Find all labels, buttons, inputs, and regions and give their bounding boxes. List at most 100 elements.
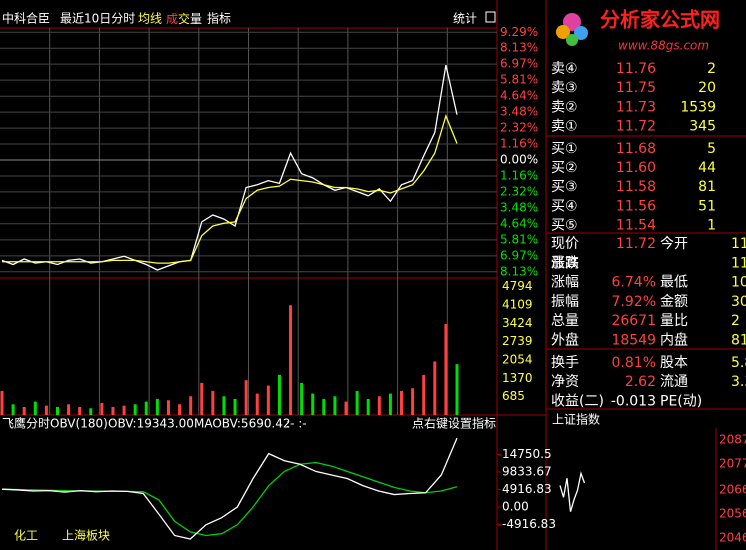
y-tick-label: 2066 bbox=[719, 483, 746, 497]
volume-bar bbox=[55, 406, 59, 415]
stat-label: 收益(二) bbox=[551, 393, 604, 409]
y-tick-label: 9833.67 bbox=[502, 464, 552, 478]
index-line bbox=[559, 471, 586, 512]
volume-bar bbox=[344, 401, 348, 415]
stat-value: 18549 bbox=[611, 333, 656, 349]
book-volume: 345 bbox=[689, 119, 716, 135]
volume-bar bbox=[355, 390, 359, 415]
y-tick-label: 3.48% bbox=[500, 200, 538, 214]
y-tick-label: 2054 bbox=[502, 353, 533, 367]
stat-label: 内盘 bbox=[660, 332, 688, 349]
volume-bar bbox=[411, 388, 415, 415]
volume-bar bbox=[89, 408, 93, 415]
book-price: 11.56 bbox=[616, 198, 656, 214]
indicator-button[interactable]: 指标 bbox=[207, 11, 231, 26]
avg-toggle[interactable]: 均线 bbox=[138, 12, 162, 26]
book-price: 11.68 bbox=[616, 141, 656, 157]
stat-value: 0.81% bbox=[612, 355, 656, 371]
volume-bar bbox=[377, 396, 381, 415]
y-tick-label: 3.48% bbox=[500, 105, 538, 119]
stat-value: 11.72 bbox=[616, 236, 656, 252]
volume-bar bbox=[189, 396, 193, 415]
volume-bar bbox=[211, 390, 215, 415]
volume-bar bbox=[322, 398, 326, 415]
stat-value: 3.3 bbox=[731, 374, 746, 390]
y-tick-label: 4109 bbox=[502, 298, 533, 312]
volume-bar bbox=[11, 404, 15, 415]
indicator-hint[interactable]: 点右键设置指标 bbox=[412, 416, 496, 431]
y-tick-label: 2077 bbox=[719, 456, 746, 470]
volume-bar bbox=[44, 405, 48, 415]
y-tick-label: 8.13% bbox=[500, 264, 538, 278]
book-volume: 2 bbox=[707, 61, 716, 77]
book-label: 卖③ bbox=[551, 80, 578, 96]
logo-url: www.88gs.com bbox=[618, 39, 709, 53]
window-icon[interactable] bbox=[485, 11, 496, 23]
volume-bar bbox=[233, 398, 237, 415]
stat-label: 外盘 bbox=[551, 332, 579, 349]
stat-value: 6.74% bbox=[612, 275, 656, 291]
stat-value: 11 bbox=[731, 255, 746, 271]
stat-value: 11 bbox=[731, 236, 746, 252]
y-tick-label: 4794 bbox=[502, 279, 533, 293]
volume-bar bbox=[222, 396, 226, 415]
volume-bar bbox=[100, 402, 104, 415]
y-tick-label: 2087 bbox=[719, 432, 746, 446]
volume-bar bbox=[200, 382, 204, 415]
stat-value: 81 bbox=[731, 333, 746, 349]
y-tick-label: 5.81% bbox=[500, 232, 538, 246]
book-label: 买④ bbox=[551, 198, 578, 214]
stats-button[interactable]: 统计 bbox=[453, 12, 477, 26]
book-price: 11.54 bbox=[616, 218, 656, 234]
book-volume: 1539 bbox=[680, 99, 716, 115]
vol-toggle[interactable]: 成交量 bbox=[166, 11, 202, 26]
y-tick-label: 4.64% bbox=[500, 89, 538, 103]
volume-bar bbox=[111, 406, 115, 415]
maobv-label: MAOBV:5690.42 bbox=[194, 417, 291, 431]
indicator-name: 飞鹰分时OBV(180) bbox=[2, 416, 108, 431]
volume-bar bbox=[78, 406, 82, 415]
stat-label: 最高 bbox=[551, 254, 579, 271]
volume-bar bbox=[277, 374, 281, 415]
volume-bar bbox=[366, 398, 370, 415]
book-price: 11.76 bbox=[616, 61, 656, 77]
y-tick-label: 0.00 bbox=[502, 500, 529, 514]
y-tick-label: 14750.5 bbox=[502, 447, 552, 461]
stat-label: 总量 bbox=[551, 313, 579, 329]
volume-bar bbox=[311, 393, 315, 415]
avg-line bbox=[2, 114, 458, 264]
period: 最近10日分时 bbox=[60, 12, 135, 26]
y-tick-label: 2.32% bbox=[500, 184, 538, 198]
volume-bar bbox=[333, 396, 337, 415]
y-tick-label: 4.64% bbox=[500, 216, 538, 230]
stat-label: 振幅 bbox=[551, 294, 579, 310]
book-volume: 51 bbox=[698, 198, 716, 214]
volume-bar bbox=[266, 385, 270, 415]
volume-bar bbox=[444, 324, 448, 415]
book-price: 11.72 bbox=[616, 119, 656, 135]
y-tick-label: 6.97% bbox=[500, 57, 538, 71]
book-label: 买② bbox=[551, 160, 578, 176]
volume-bar bbox=[422, 374, 426, 415]
volume-bar bbox=[244, 380, 248, 415]
stat-label: 换手 bbox=[551, 354, 579, 371]
volume-bar bbox=[388, 393, 392, 415]
book-label: 买① bbox=[551, 141, 578, 157]
book-label: 买③ bbox=[551, 179, 578, 195]
y-tick-label: 4916.83 bbox=[502, 482, 552, 496]
book-volume: 81 bbox=[698, 179, 716, 195]
volume-bar bbox=[67, 404, 71, 415]
volume-bar bbox=[300, 382, 304, 415]
book-label: 卖④ bbox=[551, 61, 578, 77]
stock-name: 中科合臣 bbox=[2, 11, 50, 26]
stat-value: 2.62 bbox=[625, 374, 656, 390]
book-volume: 20 bbox=[698, 80, 716, 96]
stat-label: 涨跌 bbox=[551, 255, 579, 271]
volume-bar bbox=[289, 305, 293, 415]
book-price: 11.60 bbox=[616, 160, 656, 176]
sector: 化工 bbox=[14, 529, 38, 543]
y-tick-label: 1370 bbox=[502, 371, 533, 385]
